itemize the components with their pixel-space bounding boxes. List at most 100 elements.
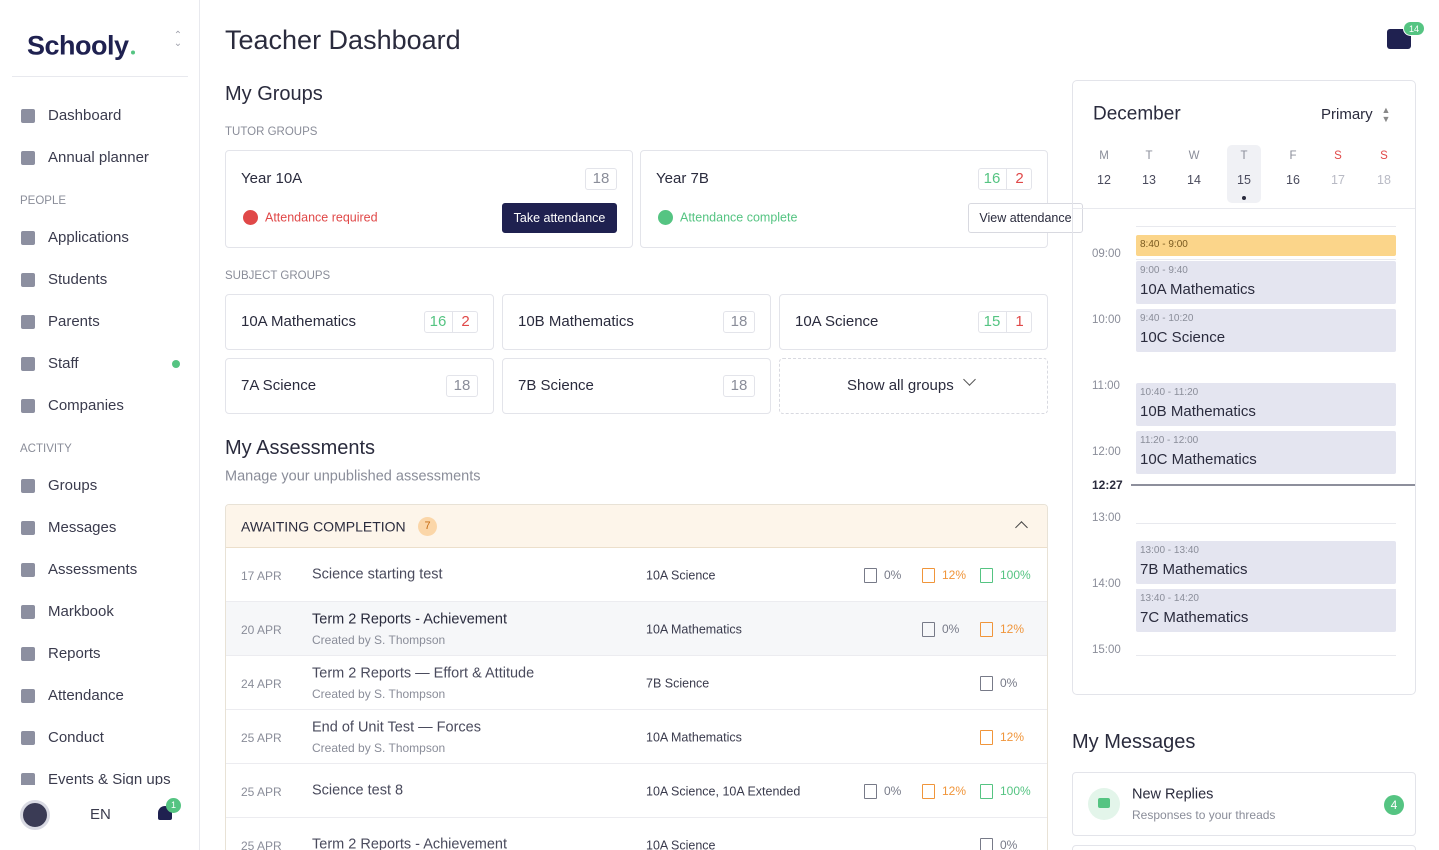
time-label: 15:00 (1092, 644, 1121, 657)
section-heading: My Groups (225, 83, 323, 105)
calendar-event[interactable]: 10:40 - 11:20 10B Mathematics (1136, 383, 1396, 426)
calendar-event[interactable]: 11:20 - 12:00 10C Mathematics (1136, 431, 1396, 474)
stat-icon (980, 622, 993, 637)
group-name: Year 10A (241, 170, 303, 187)
tutor-group-card[interactable]: Year 10A 18 Attendance required Take attend… (225, 150, 633, 248)
assessment-date: 17 APR (241, 568, 282, 583)
workspace-switch[interactable]: ⌃ ⌄ (173, 30, 183, 49)
chevron-down (963, 373, 976, 386)
assessment-title: End of Unit Test — Forces (312, 719, 481, 736)
nav-label: Conduct (48, 729, 104, 746)
chevron-up (1015, 521, 1028, 534)
calendar-day[interactable]: F 16 (1276, 145, 1310, 203)
stat-value: 0% (1000, 837, 1018, 850)
assessment-panel: AWAITING COMPLETION 7 17 APR Science starti… (225, 504, 1048, 850)
nav-item[interactable]: Groups (8, 468, 192, 504)
count: 18 (730, 313, 748, 330)
calendar-event[interactable]: 13:40 - 14:20 7C Mathematics (1136, 589, 1396, 632)
tutor-group-card[interactable]: Year 7B 16 2 Attendance complete View attend… (640, 150, 1083, 248)
message-count: 4 (1384, 795, 1404, 815)
nav-item[interactable]: Reports (8, 636, 192, 672)
attendance-button[interactable]: Take attendance (502, 203, 617, 233)
attendance-button[interactable]: View attendance (968, 203, 1083, 233)
message-card[interactable]: New Replies Responses to your threads 4 (1072, 772, 1416, 836)
assessment-row[interactable]: 25 APR Term 2 Reports - Achievement 10A Sc… (226, 818, 1047, 850)
now-line (1131, 484, 1415, 486)
group-name: 7A Science (241, 377, 317, 394)
nav-item[interactable]: Students (8, 262, 192, 298)
calendar-event[interactable]: 9:00 - 9:40 10A Mathematics (1136, 261, 1396, 304)
nav-item[interactable]: Annual planner (8, 140, 192, 176)
day-date: 13 (1142, 173, 1156, 187)
calendar-event[interactable]: 8:40 - 9:00 (1136, 235, 1396, 256)
day-letter: T (1240, 150, 1248, 162)
subject-group-card[interactable]: 7B Science 18 (502, 358, 771, 414)
calendar-day[interactable]: M 12 (1087, 145, 1121, 203)
nav-item[interactable]: Events & Sign ups (8, 762, 192, 798)
nav-label: Companies (48, 397, 124, 414)
assessment-row[interactable]: 17 APR Science starting test 10A Science 0%… (226, 548, 1047, 602)
nav-item[interactable]: Markbook (8, 594, 192, 630)
calendar-event[interactable]: 9:40 - 10:20 10C Science (1136, 309, 1396, 352)
subject-group-card[interactable]: 10B Mathematics 18 (502, 294, 771, 350)
nav-icon (21, 521, 35, 535)
nav-item[interactable]: Assessments (8, 552, 192, 588)
subject-group-card[interactable]: 10A Mathematics 16 2 (225, 294, 494, 350)
nav-item[interactable]: Staff (8, 346, 192, 382)
event-title: 7C Mathematics (1140, 609, 1249, 626)
subject-group-card[interactable]: 7A Science 18 (225, 358, 494, 414)
assessment-date: 20 APR (241, 622, 282, 637)
calendar-day[interactable]: T 13 (1132, 145, 1166, 203)
assessment-row[interactable]: 20 APR Term 2 Reports - Achievement Create… (226, 602, 1047, 656)
stat-value: 12% (942, 567, 967, 582)
nav-label: Applications (48, 229, 129, 246)
day-letter: T (1145, 150, 1153, 162)
nav-label: Parents (48, 313, 100, 330)
calendar-event[interactable]: 13:00 - 13:40 7B Mathematics (1136, 541, 1396, 584)
assessment-row[interactable]: 24 APR Term 2 Reports — Effort & Attitude… (226, 656, 1047, 710)
event-time: 9:00 - 9:40 (1140, 265, 1188, 276)
nav-icon (21, 399, 35, 413)
event-title: 10B Mathematics (1140, 403, 1256, 420)
calendar-day[interactable]: S 18 (1367, 145, 1401, 203)
day-date: 18 (1377, 173, 1391, 187)
subsection-title: TUTOR GROUPS (225, 126, 318, 139)
event-time: 11:20 - 12:00 (1140, 435, 1199, 446)
calendar-day[interactable]: W 14 (1177, 145, 1211, 203)
assessment-title: Science test 8 (312, 782, 404, 799)
nav-label: Messages (48, 519, 117, 536)
nav-item[interactable]: Applications (8, 220, 192, 256)
divider (12, 76, 188, 77)
status-text: Attendance complete (680, 210, 798, 225)
count-box: 16 2 (978, 168, 1032, 190)
calendar-day[interactable]: T 15 (1227, 145, 1261, 203)
day-date: 12 (1097, 173, 1111, 187)
nav-item[interactable]: Messages (8, 510, 192, 546)
sidebar: Schooly ⌃ ⌄ Dashboard Annual planner PEOPLE Ap… (0, 0, 200, 850)
nav-item[interactable]: Dashboard (8, 98, 192, 134)
assessment-creator: Created by S. Thompson (312, 686, 446, 701)
nav-item[interactable]: Companies (8, 388, 192, 424)
subsection-title: SUBJECT GROUPS (225, 270, 331, 283)
calendar-view-select[interactable]: Primary (1321, 106, 1373, 123)
time-label: 14:00 (1092, 578, 1121, 591)
panel-header[interactable]: AWAITING COMPLETION 7 (226, 505, 1047, 548)
nav-item[interactable]: Conduct (8, 720, 192, 756)
nav-label: Groups (48, 477, 98, 494)
nav-item[interactable]: Parents (8, 304, 192, 340)
subject-group-card[interactable]: 10A Science 15 1 (779, 294, 1048, 350)
nav-label: Events & Sign ups (48, 771, 171, 788)
assessment-title: Science starting test (312, 566, 443, 583)
avatar[interactable] (20, 800, 50, 830)
hour-line (1136, 226, 1396, 227)
status-text: Attendance required (265, 210, 378, 225)
nav-item[interactable]: Attendance (8, 678, 192, 714)
assessment-row[interactable]: 25 APR End of Unit Test — Forces Created b… (226, 710, 1047, 764)
assessment-row[interactable]: 25 APR Science test 8 10A Science, 10A Ext… (226, 764, 1047, 818)
stat-icon (980, 730, 993, 745)
timeline: 09:00 10:00 11:00 12:00 13:00 14:00 15:00 8:40 … (1073, 209, 1415, 694)
calendar-day[interactable]: S 17 (1321, 145, 1355, 203)
assessment-creator: Created by S. Thompson (312, 632, 446, 647)
show-all-groups[interactable]: Show all groups (779, 358, 1048, 414)
